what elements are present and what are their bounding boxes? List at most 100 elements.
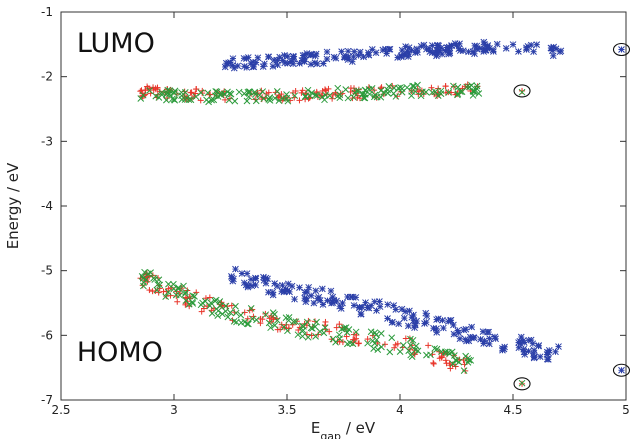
y-tick-label: -6	[41, 328, 53, 342]
data-point	[162, 293, 170, 300]
data-point	[191, 293, 198, 300]
data-point	[469, 92, 477, 99]
data-point	[144, 278, 151, 285]
data-point	[434, 92, 442, 99]
data-point	[243, 97, 251, 105]
data-point	[164, 288, 172, 296]
data-point	[440, 324, 447, 332]
data-point	[150, 87, 157, 94]
data-point	[392, 341, 399, 348]
data-point	[301, 289, 309, 296]
data-point	[197, 89, 205, 96]
data-point	[321, 324, 329, 332]
data-point	[465, 337, 473, 345]
data-point	[343, 333, 350, 340]
data-point	[430, 359, 437, 366]
data-point	[364, 339, 371, 347]
data-point	[321, 86, 328, 93]
data-point	[169, 95, 176, 103]
data-point	[230, 317, 238, 325]
highlight-circles	[513, 42, 630, 391]
data-point	[304, 86, 312, 94]
data-point	[251, 88, 259, 96]
data-point	[326, 328, 333, 335]
data-point	[433, 345, 441, 353]
data-point	[285, 325, 292, 332]
data-point	[377, 330, 385, 337]
data-point	[493, 40, 501, 48]
data-point	[339, 299, 346, 307]
data-point	[352, 328, 360, 336]
data-point	[556, 48, 564, 56]
data-point	[456, 335, 464, 343]
data-point	[271, 280, 278, 287]
data-point	[449, 360, 457, 368]
data-point	[244, 282, 252, 289]
data-point	[301, 294, 309, 302]
data-point	[301, 51, 309, 59]
data-point	[174, 298, 181, 305]
data-point	[248, 315, 256, 323]
data-point	[446, 49, 454, 57]
data-point	[215, 307, 222, 315]
data-point	[343, 340, 351, 348]
data-point	[187, 96, 195, 104]
data-point	[163, 90, 170, 98]
data-point	[287, 58, 295, 65]
data-point	[291, 295, 298, 303]
data-point	[284, 59, 292, 67]
data-point	[384, 315, 391, 322]
data-point	[400, 314, 408, 322]
data-point	[414, 48, 421, 56]
data-point	[206, 294, 213, 301]
data-point	[244, 54, 252, 61]
data-point	[455, 358, 463, 366]
data-point	[266, 315, 273, 322]
data-point	[390, 302, 398, 309]
data-point	[265, 319, 273, 327]
data-point	[552, 45, 560, 53]
data-point	[523, 46, 530, 53]
data-point	[377, 87, 385, 94]
data-point	[301, 58, 308, 65]
y-tick-label: -3	[41, 134, 53, 148]
data-point	[222, 302, 230, 310]
data-point	[433, 46, 440, 54]
data-point	[238, 270, 246, 277]
data-point	[410, 82, 418, 90]
data-point	[406, 307, 413, 315]
data-point	[459, 47, 467, 55]
y-tick-label: -4	[41, 199, 53, 213]
data-point	[199, 299, 206, 307]
x-tick-label: 4	[396, 403, 404, 417]
data-point	[535, 342, 543, 349]
data-point	[273, 88, 281, 95]
data-point	[409, 336, 417, 344]
data-point	[350, 94, 358, 101]
data-point	[316, 297, 324, 304]
data-point	[371, 91, 379, 99]
data-point	[334, 84, 342, 92]
data-point	[320, 60, 327, 67]
data-point	[279, 95, 287, 102]
y-tick-label: -5	[41, 264, 53, 278]
data-point	[323, 48, 331, 56]
data-point	[279, 281, 286, 289]
data-point	[252, 59, 260, 66]
data-point	[400, 341, 407, 349]
data-point	[355, 304, 363, 312]
data-point	[405, 322, 412, 330]
data-point	[453, 41, 460, 49]
axis-ticks: 2.5 3 3.5 4 4.5 5 -7 -6 -5 -4 -3 -2 -1	[41, 5, 630, 417]
data-point	[428, 84, 435, 91]
data-point	[225, 96, 233, 104]
data-point	[536, 353, 544, 361]
x-tick-label: 3.5	[277, 403, 296, 417]
data-point	[384, 301, 392, 308]
data-point	[156, 281, 164, 289]
data-point	[437, 87, 445, 95]
data-point	[518, 379, 526, 387]
data-point	[243, 64, 251, 71]
data-point	[366, 90, 374, 98]
data-point	[160, 288, 167, 295]
